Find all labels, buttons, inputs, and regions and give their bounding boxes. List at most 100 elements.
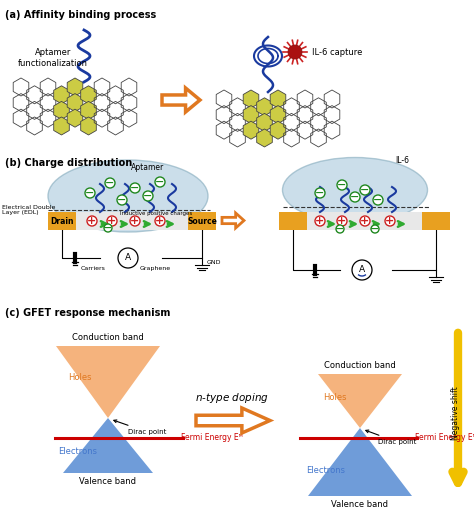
Circle shape	[315, 188, 325, 198]
Ellipse shape	[283, 157, 428, 222]
Text: −: −	[337, 180, 346, 190]
Text: +: +	[360, 216, 370, 226]
Circle shape	[118, 248, 138, 268]
Text: Drain: Drain	[50, 216, 74, 225]
FancyBboxPatch shape	[422, 212, 450, 230]
Circle shape	[373, 195, 383, 205]
Text: −: −	[143, 191, 153, 201]
Circle shape	[155, 216, 165, 226]
Text: Negative shift: Negative shift	[452, 386, 461, 440]
Circle shape	[288, 45, 302, 59]
Ellipse shape	[48, 160, 208, 232]
Text: Fermi Energy Eᴹ: Fermi Energy Eᴹ	[415, 434, 474, 442]
Polygon shape	[270, 90, 286, 108]
Polygon shape	[243, 105, 259, 124]
Polygon shape	[54, 86, 69, 104]
Text: Holes: Holes	[68, 373, 92, 382]
Text: IL-6 capture: IL-6 capture	[312, 47, 363, 56]
Text: (a) Affinity binding process: (a) Affinity binding process	[5, 10, 156, 20]
Circle shape	[337, 180, 347, 190]
Text: −: −	[117, 195, 127, 205]
Polygon shape	[318, 374, 402, 428]
Text: Conduction band: Conduction band	[72, 333, 144, 342]
Text: −: −	[105, 178, 115, 188]
Polygon shape	[67, 78, 83, 96]
Text: GND: GND	[207, 260, 221, 265]
Polygon shape	[243, 90, 259, 108]
Text: A: A	[125, 253, 131, 263]
Circle shape	[130, 216, 140, 226]
Polygon shape	[257, 114, 272, 131]
Circle shape	[85, 188, 95, 198]
Polygon shape	[67, 94, 83, 111]
Polygon shape	[270, 121, 286, 139]
Text: IL-6: IL-6	[395, 156, 409, 165]
FancyBboxPatch shape	[307, 212, 422, 230]
Polygon shape	[54, 117, 69, 135]
Text: Electrical Double
Layer (EDL): Electrical Double Layer (EDL)	[2, 205, 55, 215]
Text: Inductive positive charges: Inductive positive charges	[120, 212, 192, 216]
Text: +: +	[155, 216, 164, 226]
Circle shape	[87, 216, 97, 226]
Text: Electrons: Electrons	[58, 447, 98, 456]
Polygon shape	[81, 101, 96, 120]
Text: +: +	[108, 216, 117, 226]
Polygon shape	[257, 129, 272, 147]
Text: Conduction band: Conduction band	[324, 361, 396, 370]
Text: −: −	[155, 177, 164, 187]
Text: −: −	[350, 192, 360, 202]
Text: −: −	[85, 188, 95, 198]
Text: −: −	[335, 224, 345, 234]
Polygon shape	[196, 408, 270, 433]
Circle shape	[143, 191, 153, 201]
Text: A: A	[359, 266, 365, 274]
FancyBboxPatch shape	[279, 212, 307, 230]
Polygon shape	[162, 88, 200, 112]
Circle shape	[315, 216, 325, 226]
Text: −: −	[103, 223, 113, 233]
Text: Carriers: Carriers	[81, 266, 105, 271]
Circle shape	[155, 177, 165, 187]
Text: Dirac point: Dirac point	[114, 420, 166, 435]
FancyBboxPatch shape	[48, 212, 76, 230]
Polygon shape	[56, 346, 160, 418]
Polygon shape	[243, 121, 259, 139]
Text: Aptamer
functionalization: Aptamer functionalization	[18, 48, 88, 68]
Circle shape	[350, 192, 360, 202]
FancyBboxPatch shape	[188, 212, 216, 230]
Text: $n$-type doping: $n$-type doping	[195, 391, 269, 405]
Text: +: +	[87, 216, 97, 226]
Text: Source: Source	[187, 216, 217, 225]
Circle shape	[360, 216, 370, 226]
Polygon shape	[63, 418, 153, 473]
Polygon shape	[81, 86, 96, 104]
Text: Electrons: Electrons	[307, 466, 346, 475]
FancyBboxPatch shape	[76, 212, 188, 230]
Text: Dirac point: Dirac point	[366, 430, 416, 445]
Circle shape	[337, 216, 347, 226]
Text: −: −	[374, 195, 383, 205]
Circle shape	[352, 260, 372, 280]
Circle shape	[117, 195, 127, 205]
Text: Fermi Energy Eᴹ: Fermi Energy Eᴹ	[181, 434, 243, 442]
Text: +: +	[315, 216, 325, 226]
Text: Graphene: Graphene	[139, 266, 171, 271]
Text: −: −	[360, 185, 370, 195]
Text: Valence band: Valence band	[80, 477, 137, 486]
Text: +: +	[130, 216, 140, 226]
Circle shape	[105, 178, 115, 188]
Polygon shape	[67, 109, 83, 127]
Text: Valence band: Valence band	[331, 500, 389, 509]
Circle shape	[360, 185, 370, 195]
Polygon shape	[81, 117, 96, 135]
Text: +: +	[385, 216, 395, 226]
Text: +: +	[337, 216, 346, 226]
Text: −: −	[315, 188, 325, 198]
Polygon shape	[257, 98, 272, 116]
Circle shape	[107, 216, 117, 226]
Text: (b) Charge distribution: (b) Charge distribution	[5, 158, 132, 168]
Circle shape	[130, 183, 140, 193]
Text: Aptamer: Aptamer	[131, 163, 164, 172]
Circle shape	[371, 225, 379, 233]
Circle shape	[336, 225, 344, 233]
